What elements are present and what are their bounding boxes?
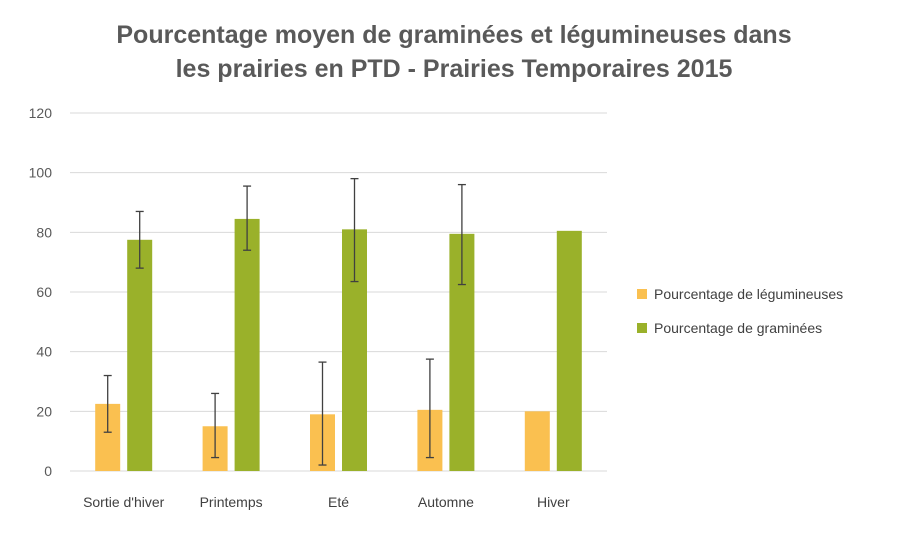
- chart-title-line-1: Pourcentage moyen de graminées et légumi…: [116, 21, 792, 49]
- chart-title-line-2: les prairies en PTD - Prairies Temporair…: [175, 55, 733, 83]
- y-tick-label-20: 20: [36, 403, 52, 419]
- legend-item-legumineuses: Pourcentage de légumineuses: [637, 284, 843, 304]
- chart-title: Pourcentage moyen de graminées et légumi…: [0, 18, 908, 86]
- y-tick-label-60: 60: [36, 284, 52, 300]
- legend-swatch-legumineuses: [637, 289, 647, 299]
- legend-label-legumineuses: Pourcentage de légumineuses: [654, 286, 844, 302]
- bar-s1-c1: [234, 218, 260, 471]
- x-tick-label-2: Eté: [328, 494, 349, 510]
- y-tick-label-80: 80: [36, 224, 52, 240]
- x-tick-label-4: Hiver: [537, 494, 570, 510]
- y-tick-label-100: 100: [29, 165, 53, 181]
- x-tick-label-3: Automne: [418, 494, 474, 510]
- y-tick-label-0: 0: [44, 463, 52, 479]
- bar-s1-c0: [127, 239, 153, 471]
- legend-item-graminees: Pourcentage de graminées: [637, 318, 843, 338]
- legend-label-graminees: Pourcentage de graminées: [654, 320, 823, 336]
- bar-s1-c4: [556, 230, 582, 471]
- x-tick-label-0: Sortie d'hiver: [83, 494, 165, 510]
- legend-swatch-graminees: [637, 323, 647, 333]
- bar-s0-c4: [524, 411, 550, 471]
- legend: Pourcentage de légumineuses Pourcentage …: [637, 284, 843, 352]
- x-tick-label-1: Printemps: [200, 494, 263, 510]
- y-tick-label-40: 40: [36, 344, 52, 360]
- y-tick-label-120: 120: [29, 105, 53, 121]
